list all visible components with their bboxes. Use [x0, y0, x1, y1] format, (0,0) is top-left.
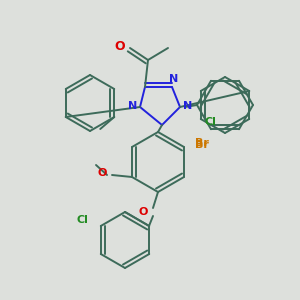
Text: O: O: [138, 207, 148, 217]
Text: O: O: [115, 40, 125, 52]
Text: Cl: Cl: [205, 117, 217, 127]
Text: N: N: [128, 101, 138, 111]
Text: Br: Br: [195, 140, 209, 150]
Text: Cl: Cl: [77, 215, 89, 225]
Text: N: N: [183, 101, 193, 111]
Text: N: N: [169, 74, 178, 84]
Text: Br: Br: [195, 138, 209, 148]
Text: O: O: [97, 168, 107, 178]
